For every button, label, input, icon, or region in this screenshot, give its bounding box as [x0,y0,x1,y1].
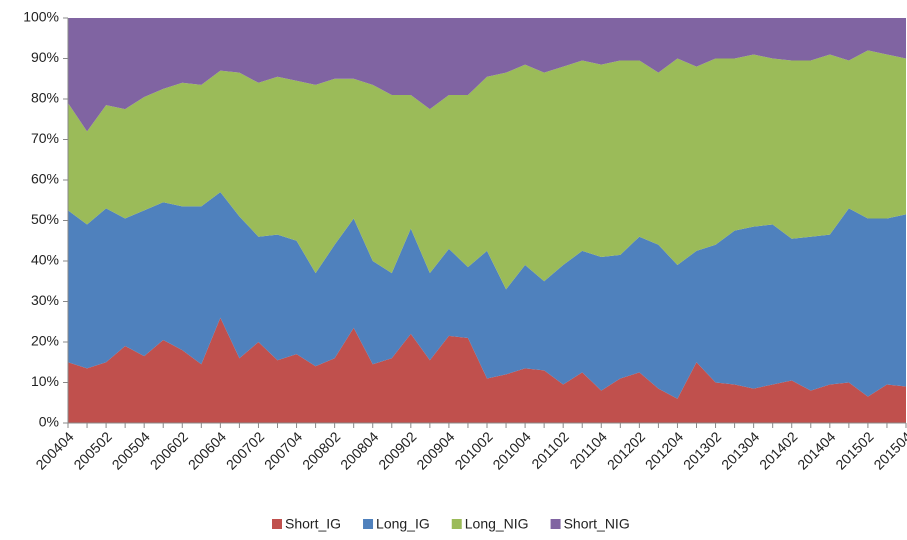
legend: Short_IG Long_IG Long_NIG Short_NIG [272,516,630,532]
area [68,50,906,290]
legend-swatch [272,519,282,529]
x-tick-label: 201402 [756,428,800,472]
y-tick-label: 90% [31,49,59,65]
x-tick-label: 201502 [832,428,876,472]
y-tick-label: 80% [31,90,59,106]
y-tick-label: 30% [31,292,59,308]
y-tick-label: 40% [31,252,59,268]
legend-label: Short_NIG [564,516,630,532]
legend-swatch [451,519,462,529]
x-tick-label: 200702 [223,428,267,472]
x-tick-label: 200502 [70,428,114,472]
y-tick-label: 70% [31,130,59,146]
x-tick-label: 201304 [718,428,762,472]
x-tick-label: 200602 [147,428,191,472]
x-tick-label: 201302 [680,428,724,472]
x-tick-label: 200604 [185,428,229,472]
legend-swatch [550,519,561,529]
x-tick-label: 201102 [528,428,572,472]
legend-label: Long_IG [376,516,430,532]
legend-label: Long_NIG [465,516,529,532]
x-tick-label: 201204 [642,428,686,472]
area [68,192,906,399]
y-tick-label: 20% [31,333,59,349]
x-tick-label: 201404 [794,428,838,472]
y-tick-label: 60% [31,171,59,187]
x-tick-label: 201104 [566,428,610,472]
y-tick-label: 50% [31,211,59,227]
x-tick-label: 201202 [604,428,648,472]
y-tick-label: 0% [39,414,59,430]
x-tick-label: 200404 [32,428,76,472]
x-tick-label: 201504 [870,428,907,472]
x-tick-label: 201002 [451,428,495,472]
x-tick-label: 200504 [109,428,153,472]
x-tick-label: 201004 [489,428,533,472]
x-tick-label: 200902 [375,428,419,472]
x-tick-label: 200804 [337,428,381,472]
y-tick-label: 100% [23,9,59,25]
legend-swatch [363,519,374,529]
area [68,18,906,132]
area [68,317,906,423]
legend-label: Short_IG [285,516,341,532]
y-tick-label: 10% [31,373,59,389]
x-tick-label: 200802 [299,428,343,472]
x-tick-label: 200904 [413,428,457,472]
x-tick-label: 200704 [261,428,305,472]
